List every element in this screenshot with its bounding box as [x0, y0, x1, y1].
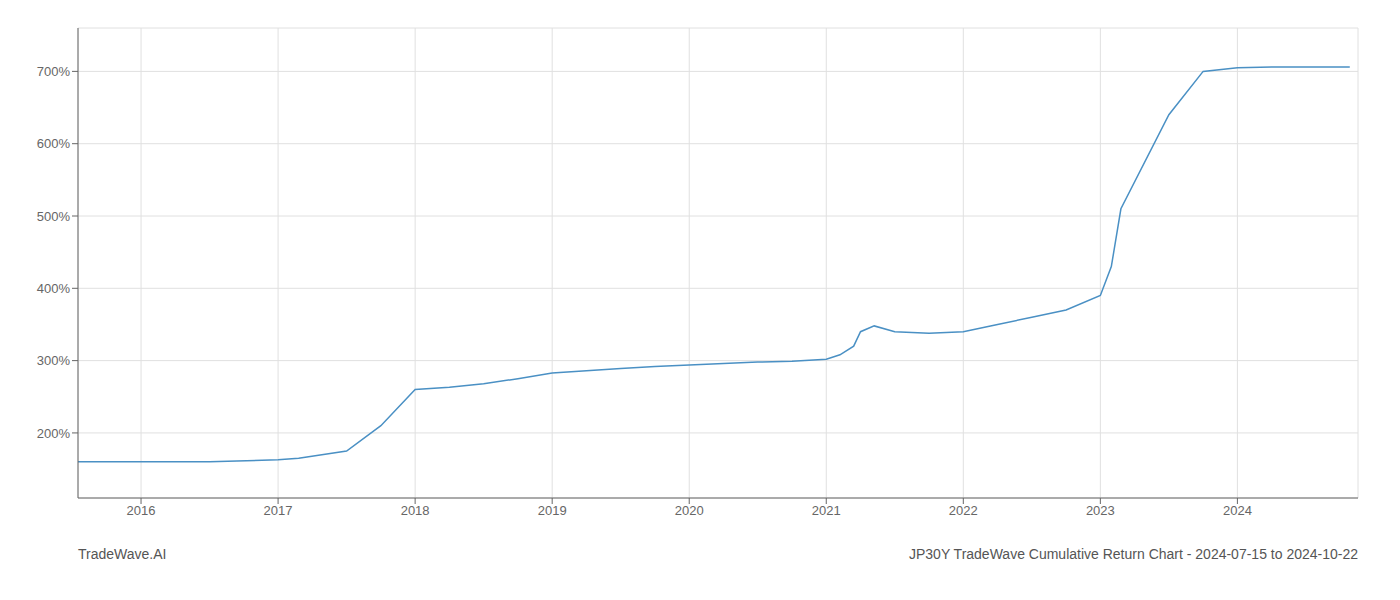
svg-text:200%: 200% — [37, 426, 71, 441]
svg-text:400%: 400% — [37, 281, 71, 296]
svg-text:500%: 500% — [37, 209, 71, 224]
svg-text:300%: 300% — [37, 353, 71, 368]
svg-text:600%: 600% — [37, 136, 71, 151]
svg-text:2024: 2024 — [1223, 503, 1252, 518]
svg-text:2017: 2017 — [264, 503, 293, 518]
svg-text:700%: 700% — [37, 64, 71, 79]
svg-text:2018: 2018 — [401, 503, 430, 518]
svg-text:2020: 2020 — [675, 503, 704, 518]
svg-text:2021: 2021 — [812, 503, 841, 518]
svg-text:2019: 2019 — [538, 503, 567, 518]
svg-text:2022: 2022 — [949, 503, 978, 518]
html-text:TradeWave.AI: TradeWave.AI — [78, 546, 167, 562]
html-text:JP30Y TradeWave Cumulative Ret: JP30Y TradeWave Cumulative Return Chart … — [909, 546, 1358, 562]
svg-text:2016: 2016 — [127, 503, 156, 518]
svg-text:2023: 2023 — [1086, 503, 1115, 518]
